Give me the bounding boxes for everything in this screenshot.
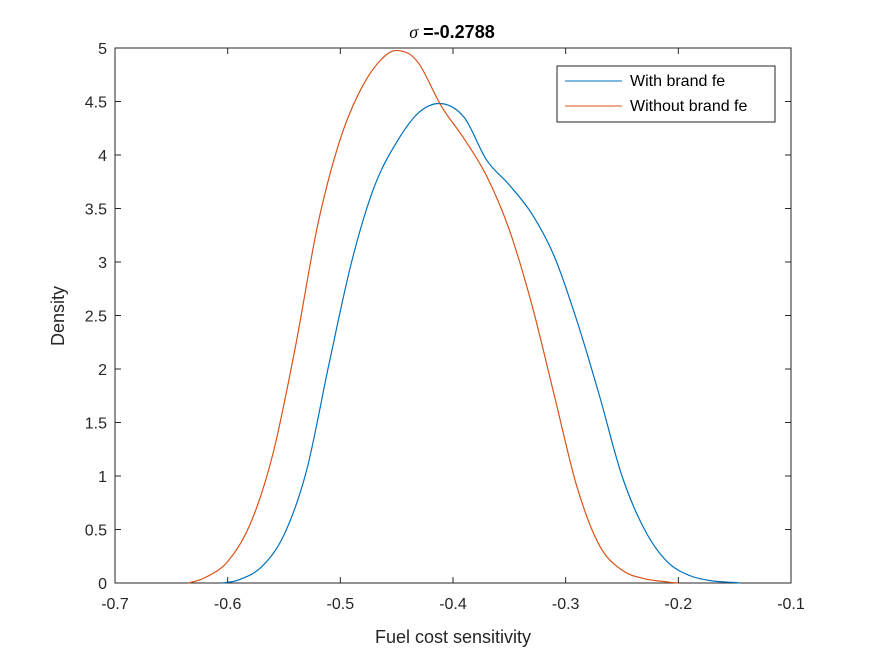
title-sigma-symbol: σ bbox=[409, 22, 419, 42]
x-tick-label: -0.2 bbox=[665, 596, 693, 613]
x-tick-label: -0.1 bbox=[777, 596, 805, 613]
y-tick-label: 3 bbox=[98, 255, 107, 272]
axes-box bbox=[114, 47, 792, 584]
chart-title: σ =-0.2788 bbox=[409, 22, 494, 42]
y-tick-label: 5 bbox=[98, 41, 107, 58]
y-tick-label: 1.5 bbox=[85, 416, 107, 433]
legend: With brand fe Without brand fe bbox=[556, 65, 776, 123]
y-tick-label: 2 bbox=[98, 362, 107, 379]
legend-label-with-brand-fe: With brand fe bbox=[630, 73, 725, 90]
y-tick-label: 0.5 bbox=[85, 523, 107, 540]
x-tick-label: -0.4 bbox=[439, 596, 467, 613]
y-tick-label: 2.5 bbox=[85, 309, 107, 326]
axis-ticks: -0.7 -0.6 -0.5 -0.4 -0.3 -0.2 -0.1 0 0.5 1 1.5 2 2.5… bbox=[85, 41, 805, 613]
x-tick-label: -0.7 bbox=[101, 596, 129, 613]
density-curves bbox=[188, 49, 741, 584]
x-tick-label: -0.6 bbox=[214, 596, 242, 613]
y-tick-label: 3.5 bbox=[85, 202, 107, 219]
series-line-with-brand-fe bbox=[221, 102, 741, 584]
legend-label-without-brand-fe: Without brand fe bbox=[630, 98, 748, 115]
x-tick-label: -0.5 bbox=[327, 596, 355, 613]
y-axis-label: Density bbox=[48, 286, 68, 346]
y-tick-label: 0 bbox=[98, 576, 107, 593]
series-line-without-brand-fe bbox=[188, 49, 679, 584]
x-axis-label: Fuel cost sensitivity bbox=[375, 627, 531, 647]
legend-box bbox=[556, 65, 776, 123]
y-tick-label: 1 bbox=[98, 469, 107, 486]
plot-area bbox=[114, 47, 792, 584]
title-value: =-0.2788 bbox=[418, 22, 495, 42]
y-tick-label: 4 bbox=[98, 148, 107, 165]
x-tick-label: -0.3 bbox=[552, 596, 580, 613]
y-tick-label: 4.5 bbox=[85, 95, 107, 112]
